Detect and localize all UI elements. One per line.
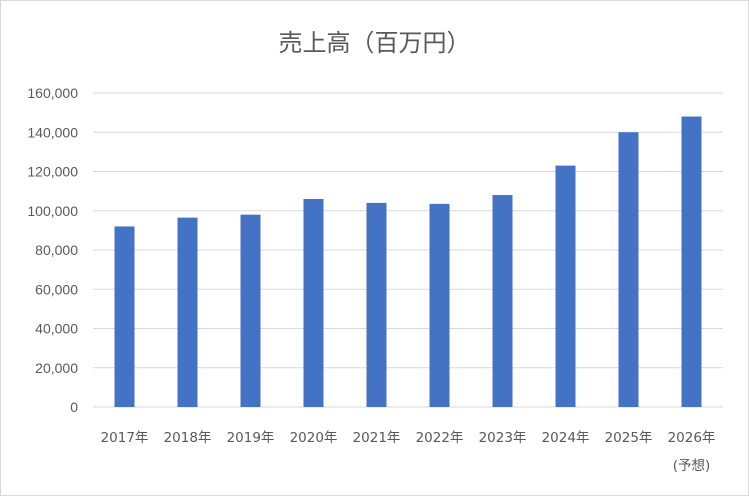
x-tick-label: 2026年: [668, 430, 716, 446]
y-tick-label: 140,000: [27, 124, 78, 140]
y-tick-label: 20,000: [35, 360, 78, 376]
bar: [303, 198, 324, 407]
bar: [114, 226, 135, 407]
bar: [177, 217, 198, 407]
x-tick-label: 2020年: [290, 430, 338, 446]
x-tick-label: 2017年: [101, 430, 149, 446]
x-tick-label: 2018年: [164, 430, 212, 446]
y-tick-label: 60,000: [35, 281, 78, 297]
x-axis-ticks: 2017年 2018年 2019年 2020年 2021年 2022年 2023年 2024年…: [101, 430, 716, 474]
y-axis-ticks: 0 20,000 40,000 60,000 80,000 100,000 120,000 1…: [27, 85, 78, 415]
bar: [618, 132, 639, 407]
x-tick-label: 2022年: [416, 430, 464, 446]
x-tick-label: 2019年: [227, 430, 275, 446]
chart-title: 売上高（百万円）: [278, 29, 471, 57]
bar: [366, 202, 387, 407]
y-tick-label: 0: [70, 399, 78, 415]
y-tick-label: 80,000: [35, 242, 78, 258]
x-tick-label: 2025年: [605, 430, 653, 446]
x-tick-label: 2021年: [353, 430, 401, 446]
bars: [114, 116, 702, 408]
bar: [681, 116, 702, 408]
bar: [429, 203, 450, 407]
gridlines: [93, 92, 723, 408]
bar: [555, 165, 576, 407]
bar: [240, 214, 261, 407]
x-tick-label: 2023年: [479, 430, 527, 446]
y-tick-label: 40,000: [35, 321, 78, 337]
y-tick-label: 160,000: [27, 85, 78, 101]
y-tick-label: 120,000: [27, 164, 78, 180]
bar: [492, 195, 513, 407]
x-tick-label: 2024年: [542, 430, 590, 446]
y-tick-label: 100,000: [27, 203, 78, 219]
x-tick-sublabel: (予想): [673, 458, 711, 474]
